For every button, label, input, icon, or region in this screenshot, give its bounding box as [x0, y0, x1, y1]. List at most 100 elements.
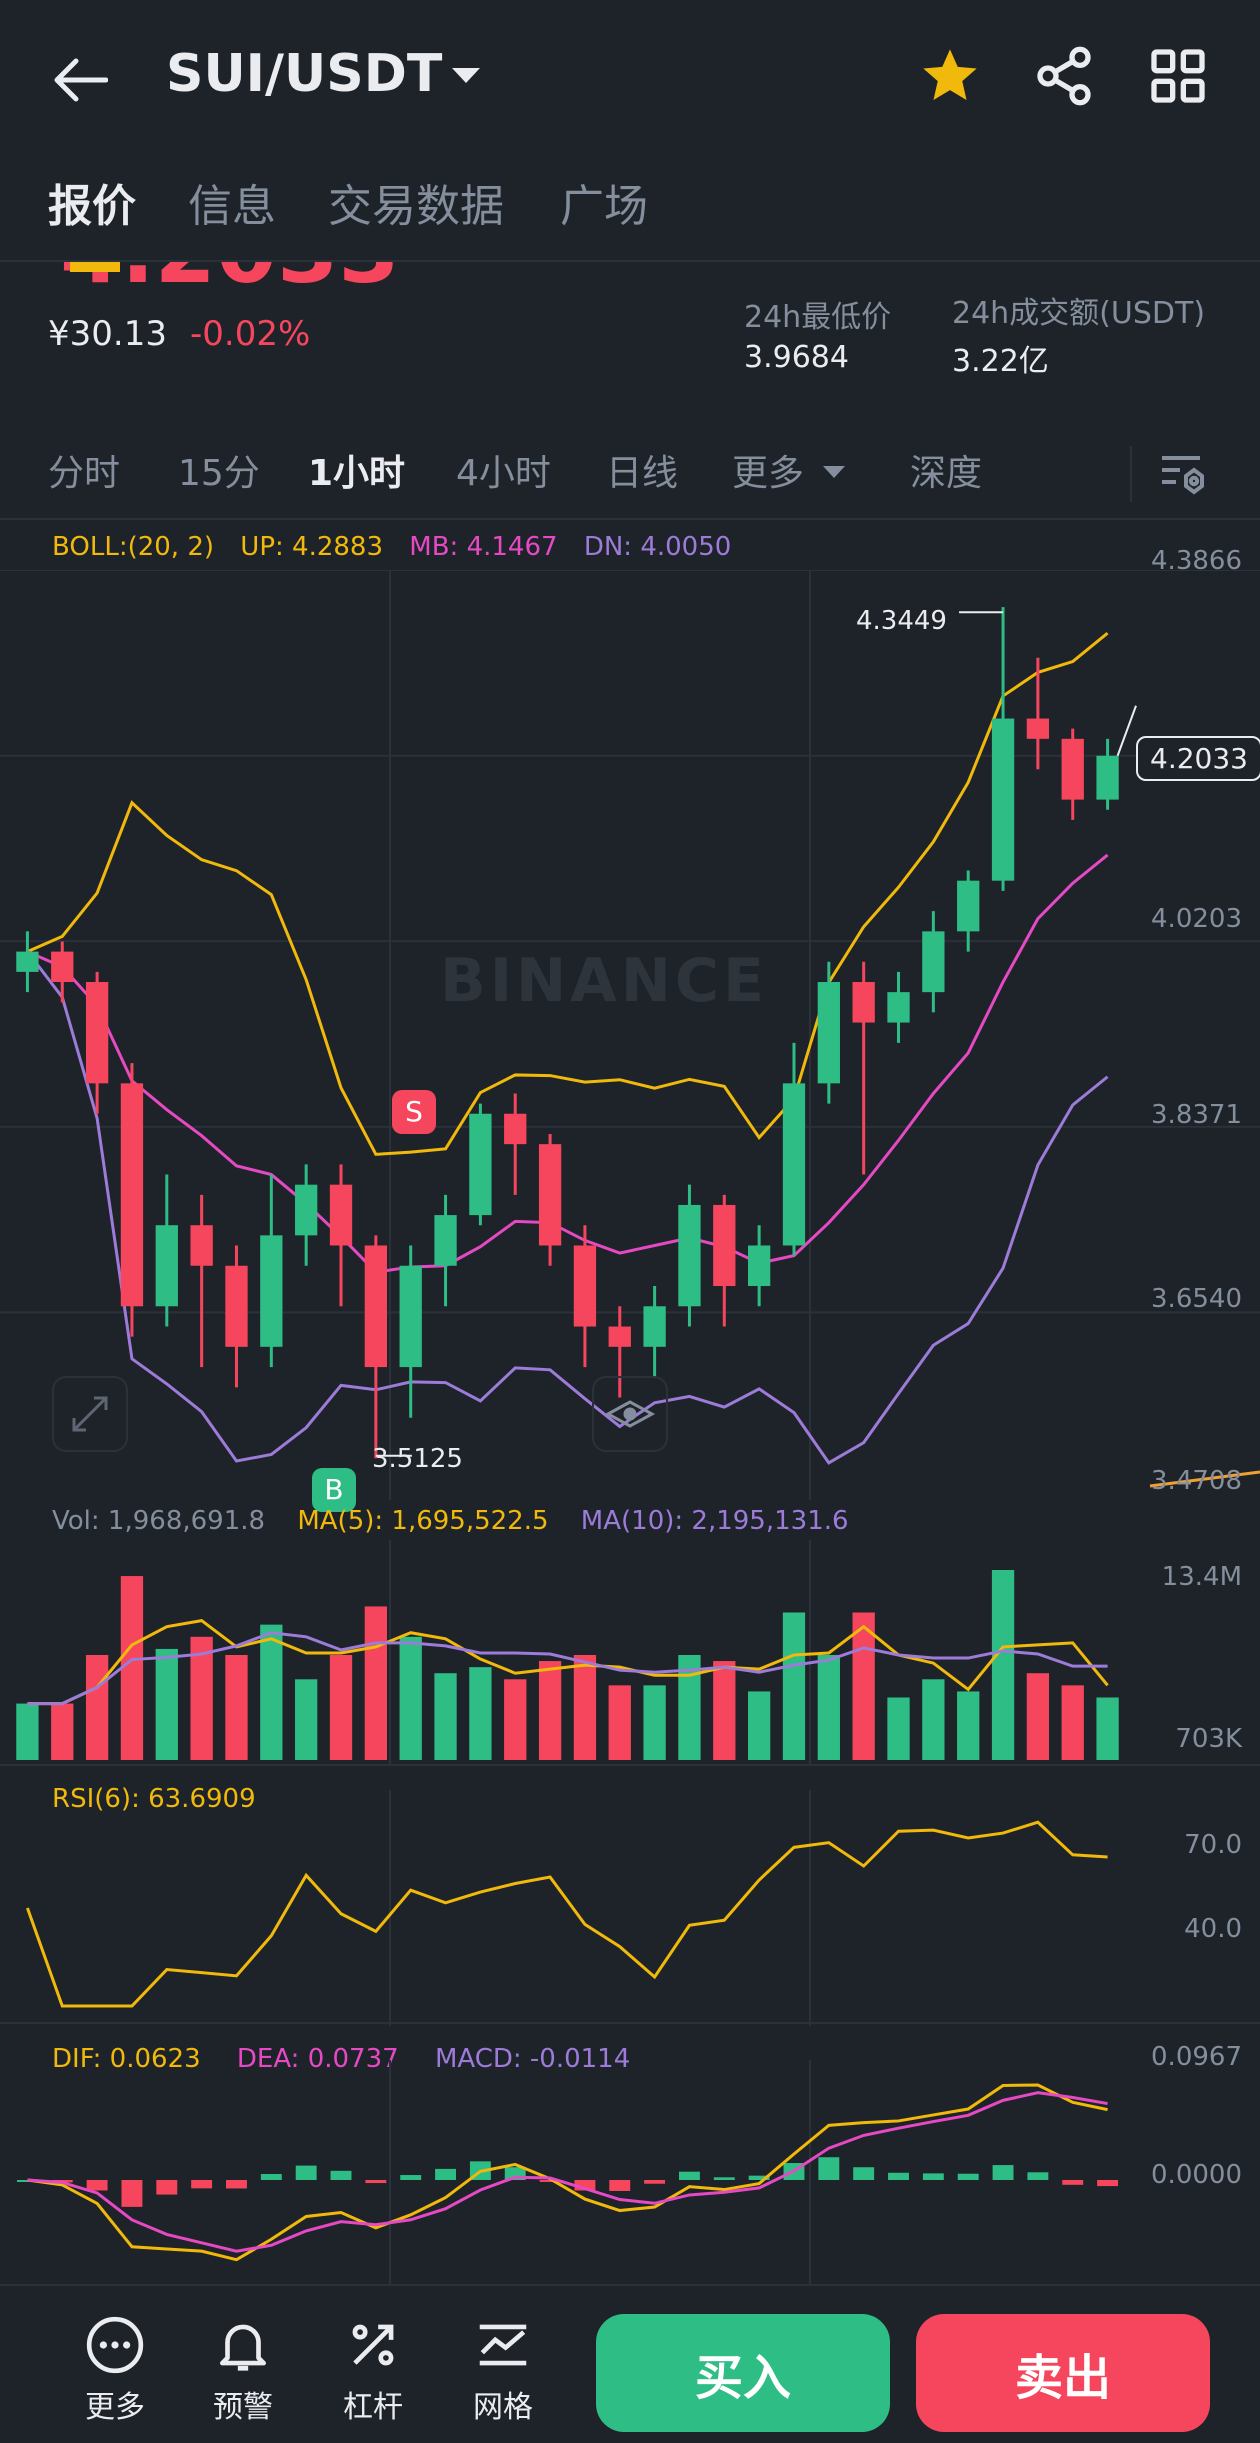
volume-bar — [887, 1697, 910, 1760]
volume-ma10-line — [27, 1631, 1108, 1706]
tf-4h[interactable]: 4小时 — [456, 453, 551, 494]
chart-settings-icon[interactable] — [1156, 446, 1208, 502]
vol-ma5: MA(5): 1,695,522.5 — [297, 1506, 549, 1536]
low-label: 24h最低价 — [744, 300, 892, 335]
grid-trading-icon — [479, 2324, 527, 2366]
macd-legend: DIF: 0.0623 DEA: 0.0737 MACD: -0.0114 — [52, 2044, 630, 2074]
candle-body — [1096, 755, 1119, 800]
boll-up: UP: 4.2883 — [240, 532, 384, 562]
price-change: -0.02% — [190, 314, 311, 354]
candle-body — [504, 1113, 527, 1145]
volume-bar — [329, 1655, 353, 1760]
nav-alert[interactable]: 预警 — [198, 2314, 288, 2426]
candle-body — [1061, 738, 1084, 800]
nav-leverage[interactable]: 杠杆 — [328, 2314, 418, 2426]
macd-dea: DEA: 0.0737 — [236, 2044, 399, 2074]
buy-button[interactable]: 买入 — [596, 2314, 890, 2432]
macd-hist-bar — [121, 2180, 143, 2207]
volume-bar — [817, 1655, 840, 1760]
macd-axis-mid: 0.0000 — [1151, 2160, 1242, 2190]
candle-body — [991, 718, 1015, 881]
volume-divider — [0, 1764, 1260, 1766]
tf-divider-line — [0, 518, 1260, 520]
nav-grid[interactable]: 网格 — [458, 2314, 548, 2426]
candle-body — [713, 1204, 736, 1287]
volume-bar — [1026, 1673, 1050, 1760]
back-arrow-icon[interactable] — [40, 40, 120, 120]
tab-square[interactable]: 广场 — [560, 181, 648, 232]
macd-hist-bar — [1062, 2180, 1084, 2185]
candle-body — [260, 1235, 283, 1347]
nav-grid-label: 网格 — [473, 2390, 533, 2425]
boll-up-line — [26, 631, 1109, 1156]
high-marker-label: 4.3449 — [856, 606, 947, 636]
tab-quote[interactable]: 报价 — [48, 181, 136, 232]
macd-hist-bar — [295, 2165, 317, 2180]
candle-body — [364, 1245, 388, 1368]
tabs-divider — [0, 260, 1260, 262]
candle-body — [608, 1326, 631, 1347]
price-axis-label: 3.4708 — [1151, 1466, 1242, 1496]
price-axis-label: 3.6540 — [1151, 1284, 1242, 1314]
timeframe-bar: 分时 15分 1小时 4小时 日线 更多 深度 — [0, 430, 1260, 520]
leverage-icon — [352, 2324, 394, 2366]
rsi-chart[interactable] — [0, 1790, 1260, 2026]
expand-chart-icon[interactable] — [52, 1376, 128, 1452]
price-chart[interactable] — [0, 570, 1260, 1500]
macd-hist-bar — [853, 2167, 875, 2180]
macd-hist-bar — [435, 2168, 456, 2180]
volume-bar — [608, 1685, 631, 1760]
candle-body — [225, 1265, 248, 1347]
eye-icon[interactable] — [592, 1376, 668, 1452]
tf-1h[interactable]: 1小时 — [308, 453, 406, 494]
volume-bar — [85, 1655, 109, 1760]
pair-title[interactable]: SUI/USDT — [166, 44, 443, 104]
volume-bar — [260, 1624, 283, 1760]
candle-body — [85, 982, 109, 1084]
sell-button[interactable]: 卖出 — [916, 2314, 1210, 2432]
price-axis-label: 3.8371 — [1151, 1100, 1242, 1130]
candle-body — [469, 1113, 492, 1216]
volume-bar — [469, 1667, 492, 1760]
candle-body — [155, 1225, 178, 1307]
tf-more[interactable]: 更多 — [732, 453, 805, 494]
tf-depth[interactable]: 深度 — [910, 453, 983, 494]
volume-bar — [399, 1636, 422, 1760]
volume-bar — [155, 1648, 178, 1760]
boll-mb: MB: 4.1467 — [409, 532, 558, 562]
tf-timeshare[interactable]: 分时 — [48, 453, 121, 494]
macd-dif: DIF: 0.0623 — [52, 2044, 201, 2074]
volume-chart[interactable] — [0, 1540, 1260, 1764]
volume-bar — [434, 1673, 457, 1760]
star-icon[interactable] — [918, 44, 982, 112]
more-icon — [86, 2316, 144, 2374]
macd-chart[interactable] — [0, 2060, 1260, 2286]
candle-body — [399, 1265, 422, 1368]
volume-axis-bottom: 703K — [1175, 1724, 1242, 1754]
candle-body — [51, 951, 74, 983]
candle-body — [887, 992, 910, 1023]
macd-hist-bar — [574, 2180, 596, 2191]
chevron-down-icon[interactable] — [450, 66, 482, 90]
vol-value: Vol: 1,968,691.8 — [52, 1506, 266, 1536]
tf-15m[interactable]: 15分 — [178, 453, 260, 494]
app-grid-icon[interactable] — [1146, 44, 1210, 112]
volume-bar — [225, 1655, 248, 1760]
tf-daily[interactable]: 日线 — [606, 453, 679, 494]
rsi-axis-bottom: 40.0 — [1184, 1914, 1242, 1944]
macd-hist-bar — [260, 2174, 282, 2180]
tab-info[interactable]: 信息 — [188, 181, 276, 232]
volume-value: 3.22亿 — [952, 344, 1049, 379]
volume-bar — [51, 1703, 74, 1760]
macd-hist-bar — [609, 2180, 631, 2191]
bell-icon — [220, 2324, 266, 2371]
macd-hist-bar — [748, 2175, 770, 2180]
chevron-down-icon[interactable] — [822, 464, 846, 483]
volume-bar — [504, 1679, 527, 1760]
tab-trading-data[interactable]: 交易数据 — [328, 181, 504, 232]
share-icon[interactable] — [1032, 44, 1096, 112]
nav-more[interactable]: 更多 — [70, 2314, 160, 2426]
boll-dn: DN: 4.0050 — [583, 532, 732, 562]
volume-bar — [922, 1679, 945, 1760]
price-marker — [70, 262, 120, 272]
